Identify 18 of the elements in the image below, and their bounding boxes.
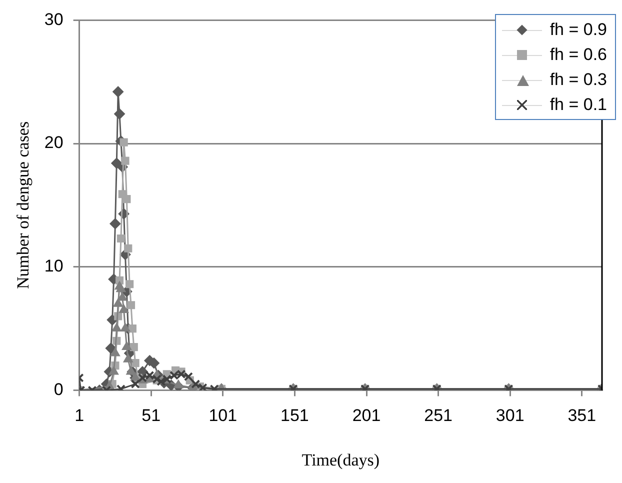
y-axis-title: Number of dengue cases: [14, 121, 33, 289]
x-tick-label: 101: [208, 406, 238, 426]
legend-label: fh = 0.1: [550, 94, 607, 114]
x-tick-label: 351: [568, 406, 596, 426]
x-axis-title: Time(days): [302, 450, 380, 470]
legend-label: fh = 0.9: [550, 20, 607, 40]
y-tick-label: 10: [44, 256, 64, 276]
legend-label: fh = 0.6: [550, 44, 607, 64]
y-tick-label: 0: [54, 380, 64, 399]
x-tick-label: 1: [74, 406, 84, 426]
x-tick-label: 251: [424, 406, 452, 426]
y-tick-label: 20: [44, 133, 64, 152]
x-tick-label: 301: [496, 406, 524, 426]
x-tick-label: 151: [280, 406, 309, 426]
legend-label: fh = 0.3: [550, 70, 607, 90]
x-tick-label: 51: [142, 406, 161, 426]
x-tick-label: 201: [352, 406, 381, 426]
y-tick-label: 30: [44, 10, 64, 29]
